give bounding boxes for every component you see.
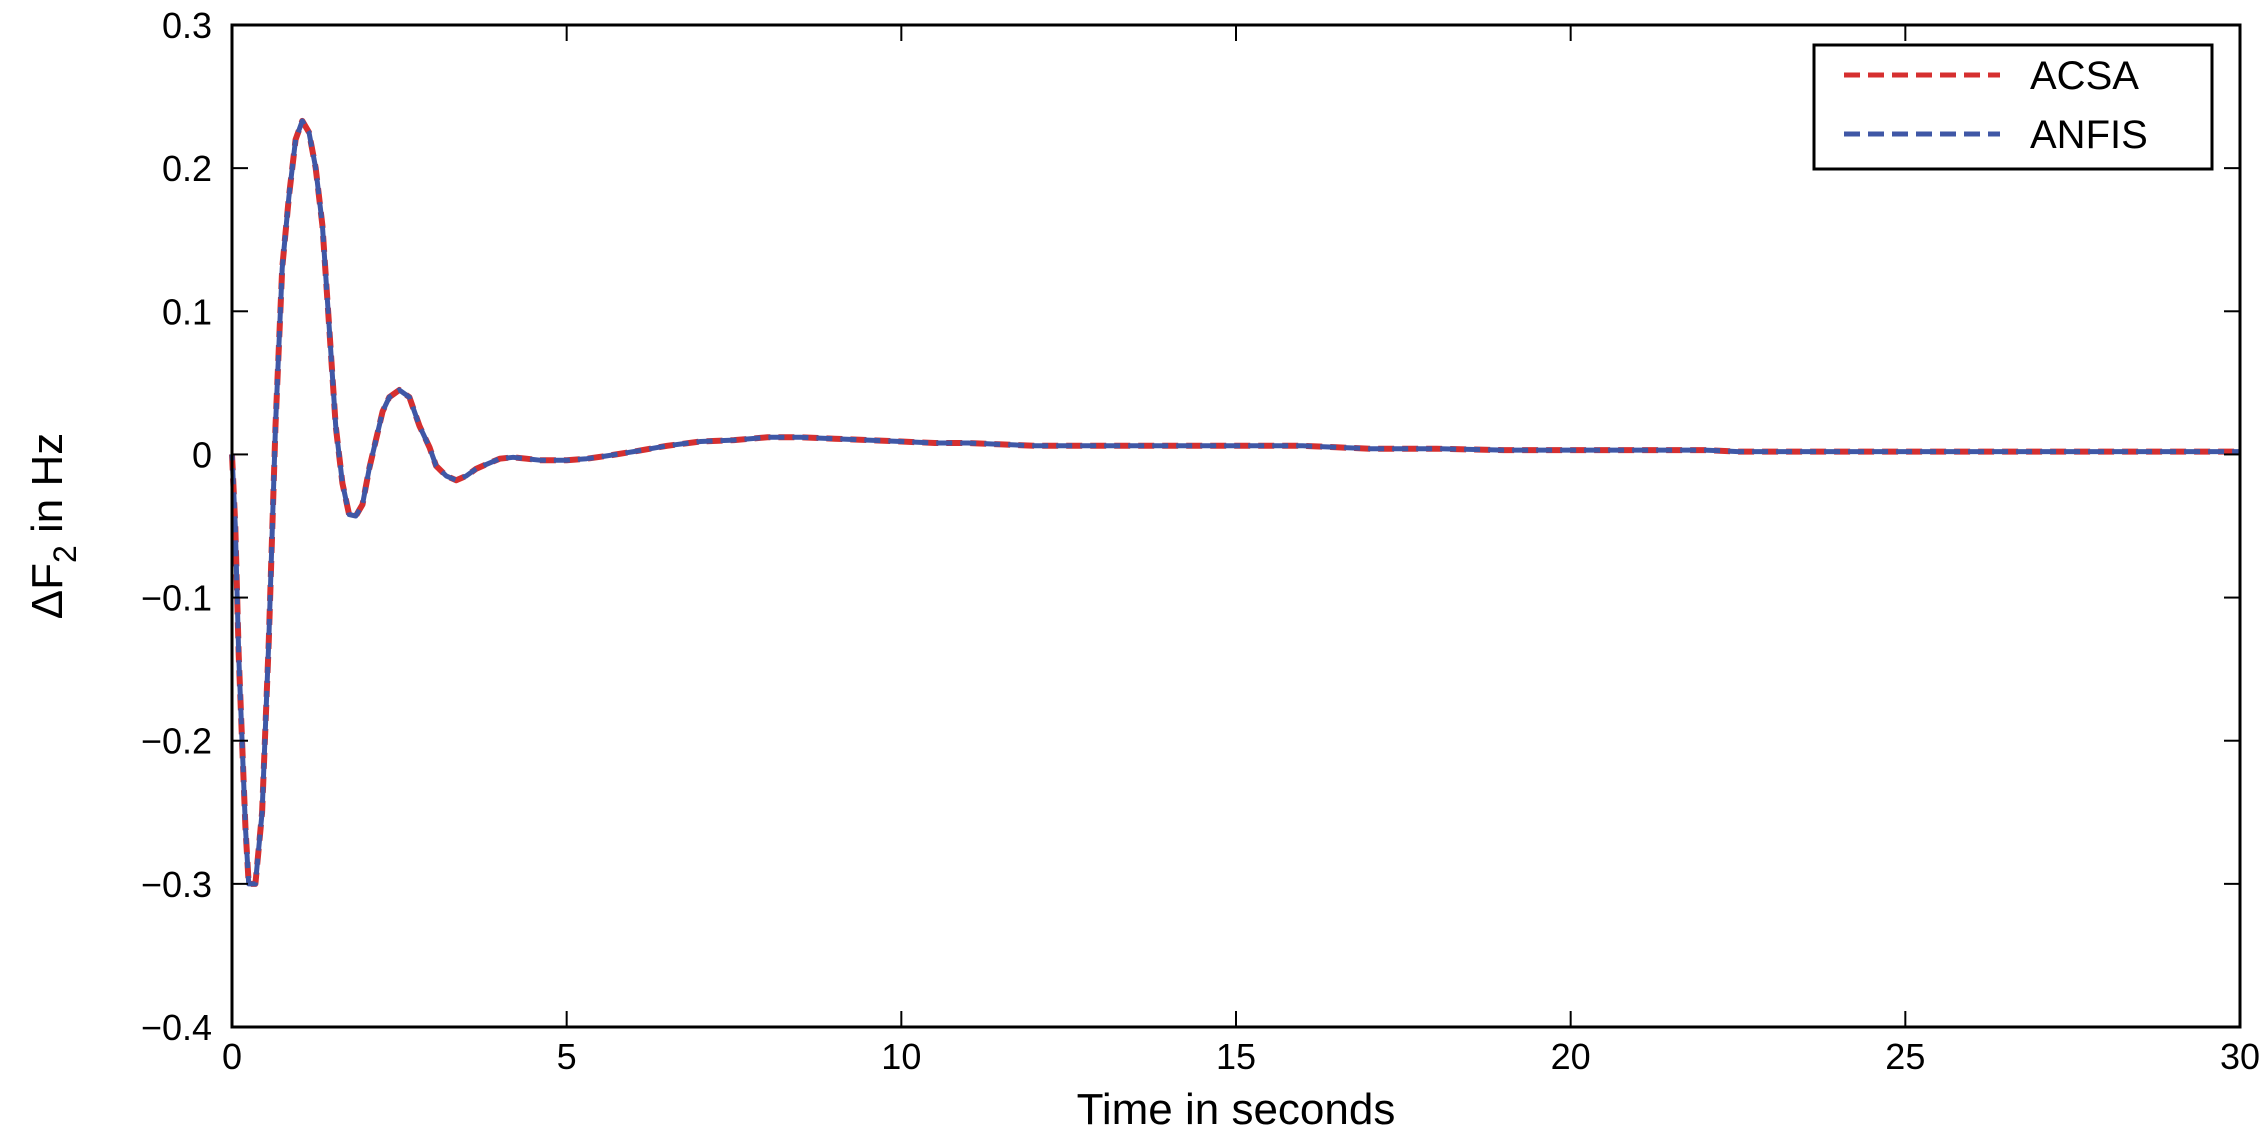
- y-tick-label: −0.4: [141, 1007, 212, 1048]
- plot-area: [232, 25, 2240, 1027]
- y-tick-label: −0.3: [141, 864, 212, 905]
- legend-box: [1812, 43, 2214, 171]
- y-tick-label: 0.3: [162, 5, 212, 46]
- legend-label-acsa: ACSA: [2030, 54, 2139, 98]
- x-tick-label: 15: [1216, 1036, 1256, 1077]
- y-axis-label: ΔF2 in Hz: [23, 433, 83, 620]
- x-tick-label: 20: [1551, 1036, 1591, 1077]
- y-tick-label: −0.1: [141, 578, 212, 619]
- legend: ACSA ANFIS: [1812, 43, 2214, 171]
- y-axis-label-subscript: 2: [47, 545, 83, 563]
- x-axis-label: Time in seconds: [1077, 1085, 1396, 1134]
- x-axis: 0 5 10 15 20 25 30: [222, 25, 2260, 1077]
- series-line-acsa: [229, 117, 2240, 887]
- svg-text:ΔF2 in Hz: ΔF2 in Hz: [23, 433, 83, 620]
- x-tick-label: 0: [222, 1036, 242, 1077]
- series-layer: [229, 117, 2240, 887]
- y-axis-label-prefix: ΔF: [23, 563, 72, 619]
- y-tick-label: 0: [192, 434, 212, 475]
- x-tick-label: 5: [557, 1036, 577, 1077]
- y-axis: 0.3 0.2 0.1 0 −0.1 −0.2 −0.3 −0.4: [141, 5, 2240, 1048]
- x-tick-label: 10: [881, 1036, 921, 1077]
- x-tick-label: 25: [1885, 1036, 1925, 1077]
- y-axis-label-suffix: in Hz: [23, 433, 72, 545]
- x-tick-label: 30: [2220, 1036, 2260, 1077]
- y-tick-label: −0.2: [141, 721, 212, 762]
- y-tick-label: 0.2: [162, 148, 212, 189]
- legend-label-anfis: ANFIS: [2030, 113, 2148, 157]
- y-tick-label: 0.1: [162, 291, 212, 332]
